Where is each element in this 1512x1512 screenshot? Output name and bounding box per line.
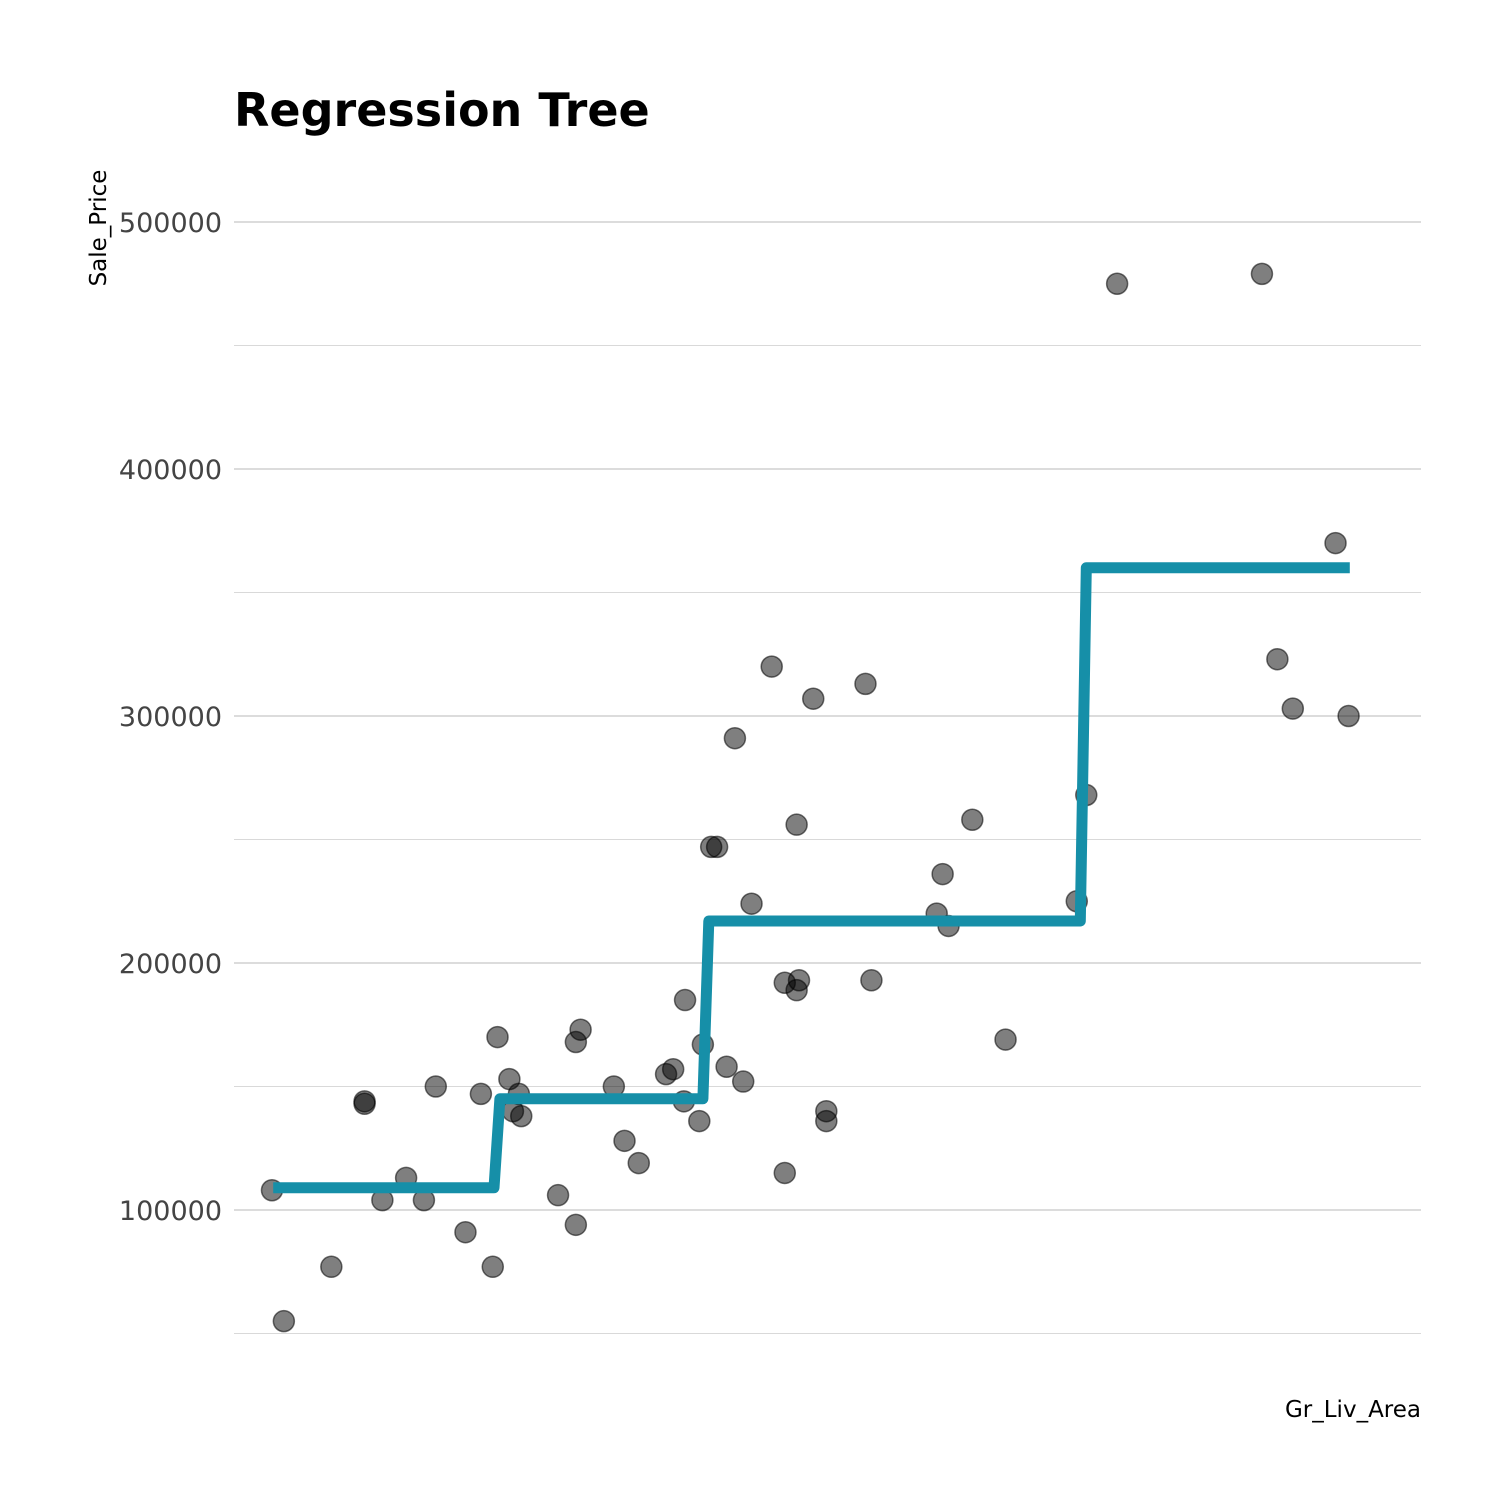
data-point — [569, 1018, 592, 1041]
gridlines — [234, 221, 1421, 1335]
data-point — [510, 1104, 533, 1128]
data-point — [564, 1213, 588, 1237]
y-tick-label: 200000 — [119, 949, 222, 980]
data-point — [815, 1099, 838, 1123]
y-tick-label: 400000 — [119, 455, 222, 486]
x-axis-label: Gr_Liv_Area — [1285, 1397, 1421, 1423]
data-point — [627, 1151, 651, 1175]
data-point — [1324, 531, 1347, 555]
data-point — [740, 892, 763, 915]
data-point — [454, 1220, 477, 1244]
data-point — [931, 862, 954, 886]
data-point — [994, 1028, 1017, 1051]
data-point — [961, 808, 984, 831]
data-point — [673, 988, 697, 1012]
data-point — [731, 1070, 755, 1093]
step-line-path — [273, 562, 1350, 1194]
data-point — [773, 1161, 797, 1185]
data-points — [260, 262, 1360, 1333]
y-tick-label: 500000 — [119, 208, 222, 239]
data-point — [802, 687, 825, 710]
data-point — [688, 1109, 711, 1133]
y-axis-label: Sale_Price — [86, 170, 112, 287]
data-point — [1337, 704, 1360, 728]
data-point — [760, 655, 783, 678]
data-point — [272, 1309, 296, 1333]
data-point — [705, 835, 729, 859]
data-point — [787, 969, 811, 992]
y-tick-label: 300000 — [119, 702, 222, 733]
data-point — [1105, 272, 1129, 295]
regression-step-line — [273, 562, 1350, 1194]
data-point — [481, 1255, 505, 1279]
data-point — [860, 969, 883, 992]
data-point — [1281, 697, 1305, 720]
data-point — [320, 1255, 343, 1279]
y-tick-labels: 100000 200000 300000 400000 500000 — [119, 208, 222, 1227]
data-point — [1250, 262, 1274, 286]
y-tick-label: 100000 — [119, 1196, 222, 1227]
data-point — [715, 1055, 738, 1078]
data-point — [785, 813, 808, 836]
data-point — [469, 1082, 493, 1106]
data-point — [661, 1057, 685, 1081]
data-point — [723, 726, 747, 750]
data-point — [546, 1183, 570, 1207]
data-point — [613, 1129, 636, 1153]
data-point — [1266, 647, 1289, 671]
data-point — [486, 1025, 509, 1049]
chart-title: Regression Tree — [234, 83, 650, 137]
data-point — [424, 1075, 448, 1098]
data-point — [854, 672, 877, 696]
data-point — [353, 1090, 376, 1113]
